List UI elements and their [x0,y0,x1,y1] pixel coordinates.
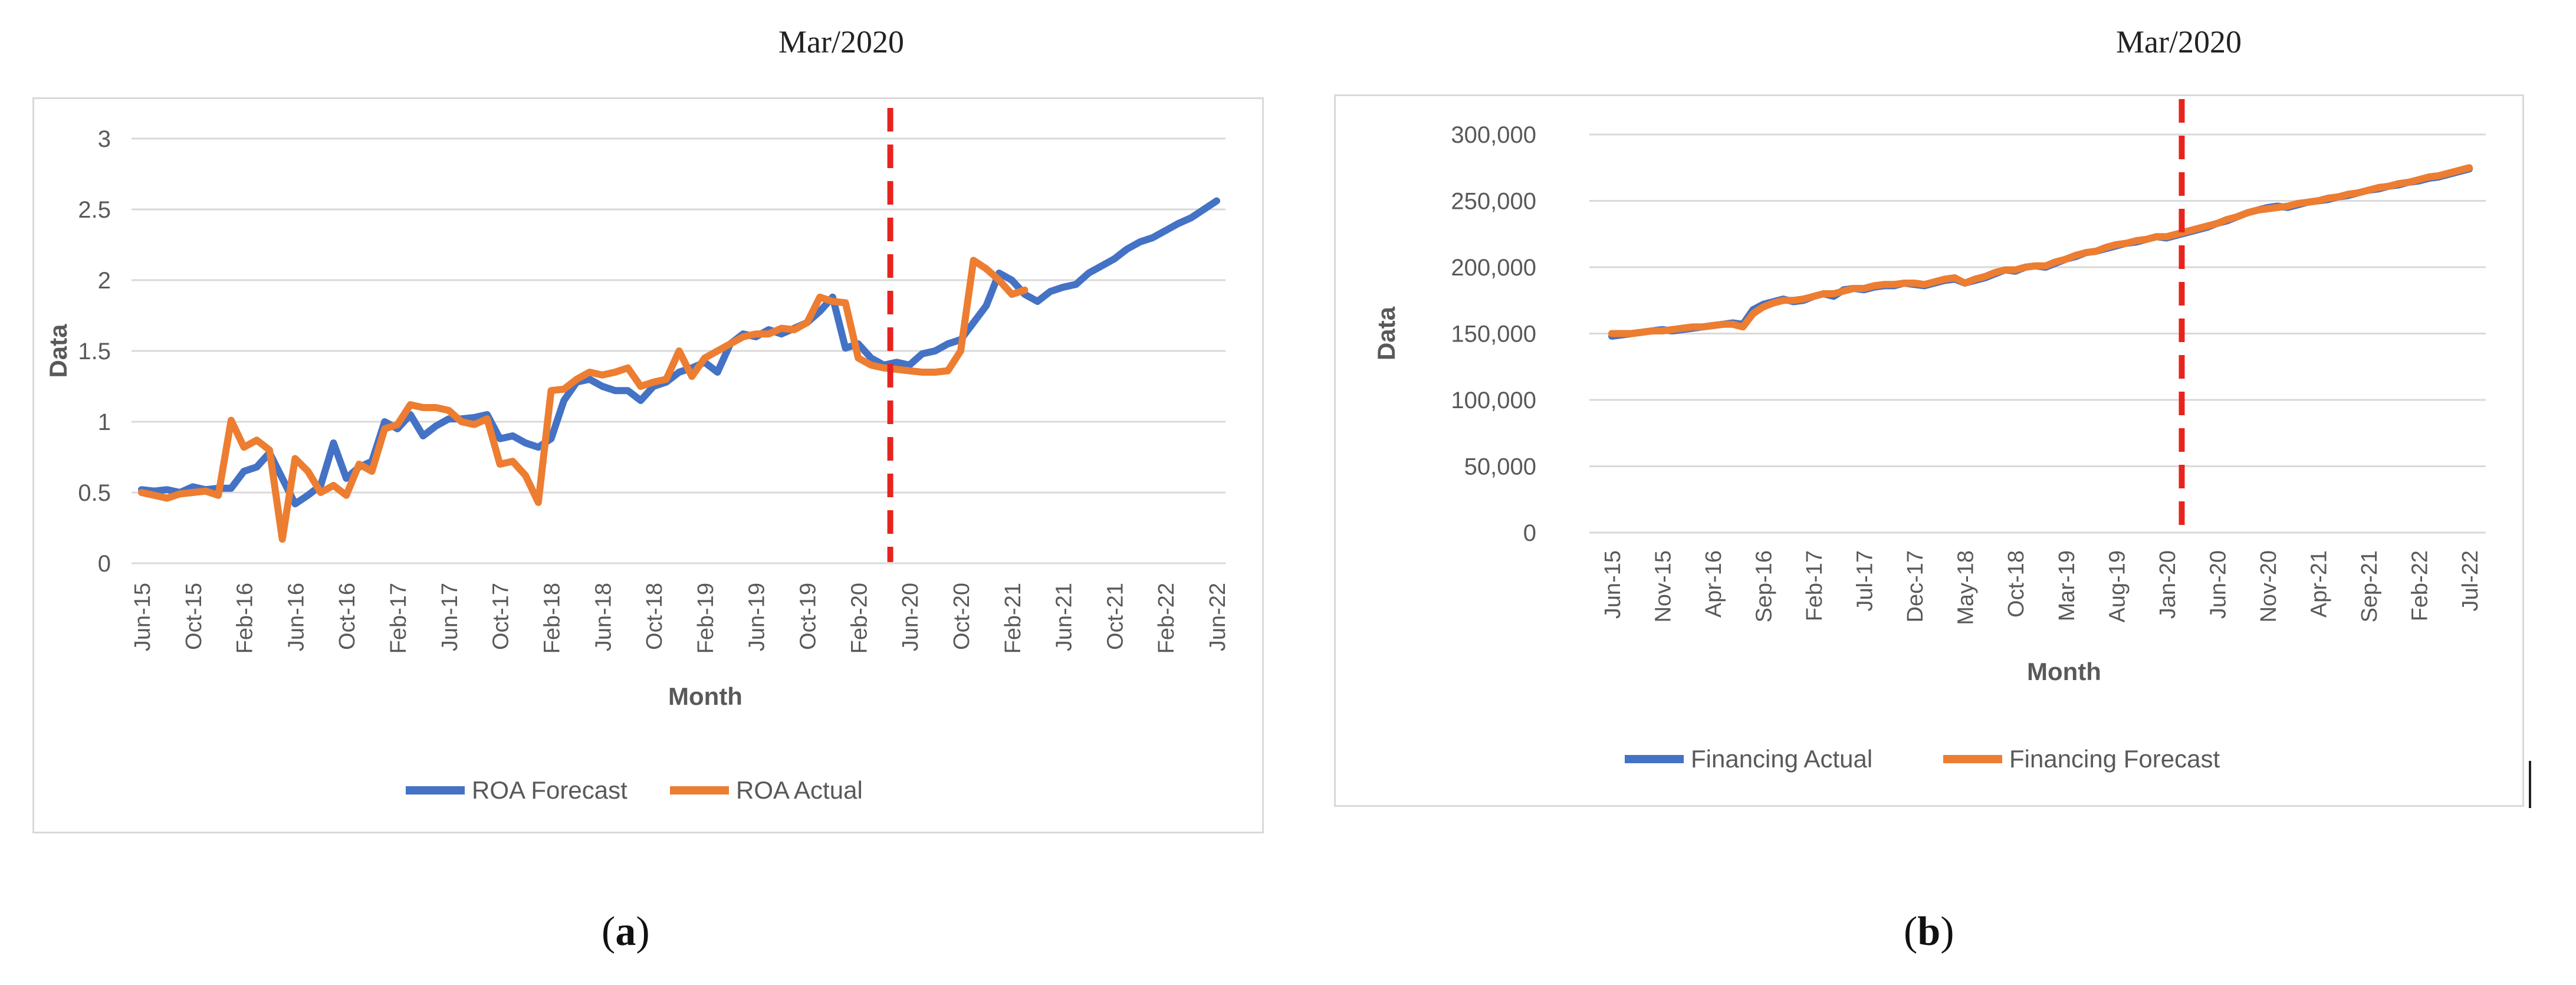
series-line-financing-forecast [1608,164,2473,337]
y-tick-label: 3 [98,126,111,152]
event-label-b: Mar/2020 [2116,24,2242,60]
x-tick-label: Feb-20 [847,583,872,654]
x-tick-label: Jun-19 [745,583,770,651]
series-line-roa-forecast [138,197,1220,508]
chart-b-frame: 0 50,000 100,000 150,000 200,000 250,000 300,0… [1334,94,2524,807]
event-label-a: Mar/2020 [778,24,904,60]
x-tick-label: Nov-20 [2256,550,2281,623]
roa-chart: 0 0.5 1 1.5 2 2.5 3 Jun-15 Oct-15 Feb-16 Jun-16 Oct… [44,108,1230,804]
x-tick-label: Apr-16 [1701,550,1726,618]
x-tick-label: Jul-22 [2458,550,2483,612]
x-axis-title: Month [2027,658,2101,685]
x-tick-label: Oct-17 [489,583,514,650]
x-tick-label: Mar-19 [2055,550,2079,621]
y-tick-label: 2 [98,268,111,294]
y-tick-label: 200,000 [1451,255,1536,281]
x-tick-label: Jun-21 [1052,583,1077,651]
panel-label-b: (b) [1904,909,1954,954]
x-tick-label: Sep-16 [1752,550,1777,623]
frame-edge-mark [2529,761,2531,808]
financing-chart: 0 50,000 100,000 150,000 200,000 250,000 300,0… [1372,99,2486,773]
y-tick-label: 0 [1523,520,1536,546]
y-tick-label: 1 [98,409,111,435]
x-tick-label: Apr-21 [2306,550,2331,618]
x-tick-label: Feb-21 [1001,583,1026,654]
x-tick-label: Jun-15 [130,583,155,651]
y-tick-label: 100,000 [1451,388,1536,413]
x-tick-label: Nov-15 [1651,550,1676,623]
y-tick-label: 150,000 [1451,321,1536,347]
x-tick-label: Feb-18 [540,583,564,654]
x-tick-label: Oct-20 [949,583,974,650]
panel-label-a: (a) [602,909,650,954]
x-tick-label: Feb-17 [386,583,411,654]
legend-entry: Financing Actual [1691,745,1872,773]
x-tick-label: Jun-20 [898,583,923,651]
x-axis-title: Month [668,682,742,710]
x-tick-label: Jun-18 [591,583,616,651]
x-tick-label: Oct-19 [796,583,821,650]
y-axis-title: Data [1372,306,1400,360]
legend-entry: ROA Forecast [472,776,627,804]
y-axis-title: Data [44,324,72,378]
legend-entry: ROA Actual [736,776,863,804]
y-tick-label: 300,000 [1451,122,1536,148]
x-tick-label: Oct-18 [2004,550,2029,618]
x-tick-label: Jul-17 [1853,550,1878,612]
x-tick-label: Jun-16 [284,583,308,651]
x-tick-label: Feb-22 [1154,583,1179,654]
legend-entry: Financing Forecast [2009,745,2220,773]
series-line-roa-actual [138,257,1029,543]
x-tick-label: Aug-19 [2105,550,2130,623]
x-tick-label: Oct-15 [182,583,206,650]
x-tick-label: Feb-16 [233,583,258,654]
y-tick-label: 50,000 [1464,454,1536,480]
x-tick-label: Oct-18 [642,583,667,650]
x-tick-label: Feb-22 [2407,550,2432,621]
chart-a-frame: 0 0.5 1 1.5 2 2.5 3 Jun-15 Oct-15 Feb-16 Jun-16 Oct… [32,97,1264,833]
y-tick-label: 0 [98,551,111,577]
y-tick-label: 1.5 [78,339,111,365]
x-tick-label: May-18 [1954,550,1979,625]
x-tick-label: Oct-16 [335,583,360,650]
x-tick-label: Jun-20 [2206,550,2230,619]
x-tick-label: Feb-19 [694,583,718,654]
x-tick-label: Dec-17 [1903,550,1928,622]
x-tick-label: Sep-21 [2357,550,2382,623]
x-tick-label: Jun-17 [438,583,462,651]
x-tick-label: Jan-20 [2156,550,2180,619]
y-tick-label: 2.5 [78,197,111,223]
x-tick-label: Jun-15 [1601,550,1625,619]
x-tick-label: Jun-22 [1205,583,1230,651]
x-tick-label: Oct-21 [1103,583,1128,650]
y-tick-label: 0.5 [78,480,111,506]
y-tick-label: 250,000 [1451,189,1536,215]
x-tick-label: Feb-17 [1802,550,1827,621]
